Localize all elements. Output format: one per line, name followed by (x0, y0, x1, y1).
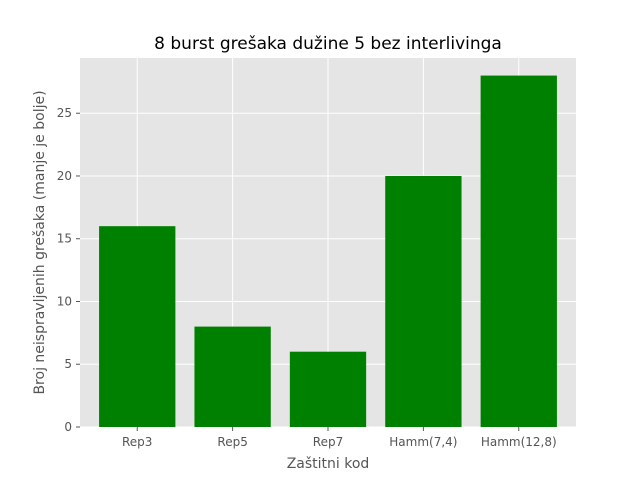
x-axis-ticks: Rep3 Rep5 Rep7 Hamm(7,4) Hamm(12,8) (122, 427, 557, 449)
x-tick-label: Hamm(7,4) (389, 435, 457, 449)
x-tick-label: Rep5 (217, 435, 247, 449)
bar-rep5 (194, 326, 271, 427)
y-tick-label: 20 (57, 169, 72, 183)
y-tick-label: 25 (57, 106, 72, 120)
bar-hamm-12-8 (480, 75, 557, 428)
x-tick-label: Rep7 (313, 435, 343, 449)
y-tick-label: 5 (64, 357, 72, 371)
x-tick-label: Hamm(12,8) (481, 435, 557, 449)
chart-title: 8 burst grešaka dužine 5 bez interliving… (154, 34, 502, 54)
bar-rep3 (99, 226, 176, 427)
bar-hamm-7-4 (385, 175, 462, 427)
bars (99, 75, 557, 428)
y-tick-label: 15 (57, 232, 72, 246)
x-tick-label: Rep3 (122, 435, 152, 449)
bar-rep7 (289, 351, 367, 427)
y-tick-label: 10 (57, 294, 72, 308)
y-axis-ticks: 0 5 10 15 20 25 (57, 106, 80, 434)
y-axis-label: Broj neispravljenih grešaka (manje je bo… (32, 90, 48, 394)
x-axis-label: Zaštitni kod (287, 456, 370, 472)
y-tick-label: 0 (64, 420, 72, 434)
